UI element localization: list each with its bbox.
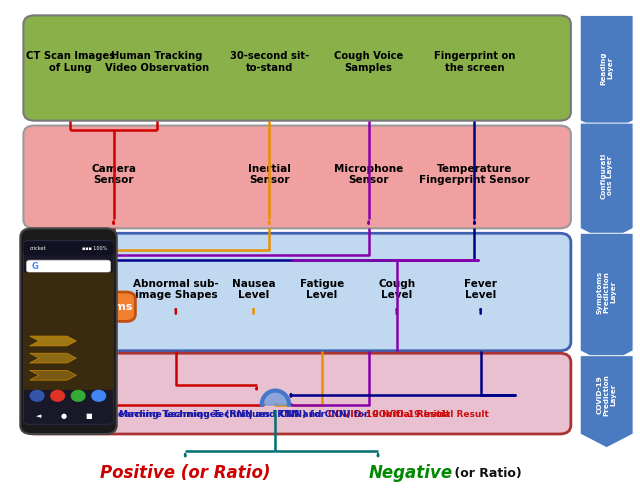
- Text: Cough Voice
Samples: Cough Voice Samples: [334, 51, 403, 73]
- Polygon shape: [580, 355, 633, 448]
- FancyBboxPatch shape: [24, 353, 571, 434]
- Text: Fever
Level: Fever Level: [464, 279, 497, 300]
- Text: Algorithms: Algorithms: [65, 301, 134, 312]
- Circle shape: [92, 390, 106, 401]
- FancyBboxPatch shape: [20, 228, 116, 434]
- FancyBboxPatch shape: [24, 242, 114, 255]
- Circle shape: [71, 390, 85, 401]
- Circle shape: [51, 390, 65, 401]
- Polygon shape: [580, 15, 633, 135]
- FancyBboxPatch shape: [24, 241, 114, 424]
- Text: Symptoms
Prediction
Layer: Symptoms Prediction Layer: [596, 271, 617, 314]
- Text: ▪▪▪ 100%: ▪▪▪ 100%: [82, 246, 108, 251]
- FancyBboxPatch shape: [24, 233, 571, 351]
- Text: cricket: cricket: [29, 246, 46, 251]
- Text: Machine Learning Techniques (RNN and CNN) for: Machine Learning Techniques (RNN and CNN…: [64, 410, 328, 419]
- Text: Temperature
Fingerprint Sensor: Temperature Fingerprint Sensor: [419, 164, 530, 185]
- Text: Reading
Layer: Reading Layer: [600, 51, 613, 85]
- Text: Nausea
Level: Nausea Level: [232, 279, 275, 300]
- Text: COVID-19 Initial Result: COVID-19 Initial Result: [372, 410, 489, 419]
- Polygon shape: [29, 336, 76, 346]
- Polygon shape: [580, 233, 633, 364]
- Polygon shape: [29, 353, 76, 363]
- FancyBboxPatch shape: [24, 15, 571, 121]
- FancyBboxPatch shape: [24, 273, 114, 390]
- Text: Fatigue
Level: Fatigue Level: [300, 279, 344, 300]
- Text: G: G: [31, 262, 38, 271]
- FancyBboxPatch shape: [24, 126, 571, 228]
- Text: Human Tracking
Video Observation: Human Tracking Video Observation: [105, 51, 209, 73]
- Text: Machine Learning Techniques (RNN and CNN) for: Machine Learning Techniques (RNN and CNN…: [119, 410, 372, 419]
- Text: CT Scan Images
of Lung: CT Scan Images of Lung: [26, 51, 115, 73]
- FancyBboxPatch shape: [26, 260, 111, 273]
- Text: Positive (or Ratio): Positive (or Ratio): [100, 464, 271, 482]
- Text: Cough
Level: Cough Level: [378, 279, 415, 300]
- Circle shape: [30, 390, 44, 401]
- Text: (or Ratio): (or Ratio): [449, 466, 522, 480]
- Text: Camera
Sensor: Camera Sensor: [91, 164, 136, 185]
- Text: ●: ●: [61, 413, 67, 419]
- Text: Abnormal sub-
image Shapes: Abnormal sub- image Shapes: [133, 279, 219, 300]
- Text: Negative: Negative: [369, 464, 453, 482]
- Text: COVID-19 Initial Result: COVID-19 Initial Result: [328, 410, 451, 419]
- FancyBboxPatch shape: [64, 292, 136, 322]
- Text: ■: ■: [85, 413, 92, 419]
- Polygon shape: [580, 123, 633, 242]
- Text: Fingerprint on
the screen: Fingerprint on the screen: [434, 51, 515, 73]
- Text: Microphone
Sensor: Microphone Sensor: [334, 164, 403, 185]
- Text: Configurati
ons Layer: Configurati ons Layer: [600, 153, 613, 199]
- Text: Inertial
Sensor: Inertial Sensor: [248, 164, 291, 185]
- Text: 30-second sit-
to-stand: 30-second sit- to-stand: [230, 51, 308, 73]
- Text: ◄: ◄: [36, 413, 42, 419]
- Text: COVID-19
Prediction
Layer: COVID-19 Prediction Layer: [596, 374, 617, 416]
- Polygon shape: [29, 370, 76, 380]
